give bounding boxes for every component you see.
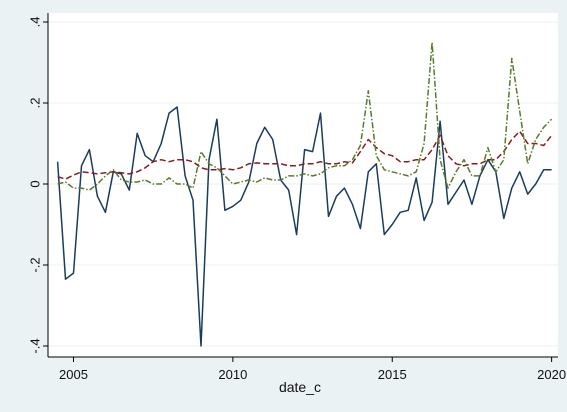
y-tick-label-0: -.4: [27, 338, 42, 353]
y-tick-label-1: -.2: [27, 257, 42, 272]
x-tick-label-0: 2005: [59, 367, 88, 382]
series-lines: [56, 41, 553, 347]
x-tick-label-2: 2015: [378, 367, 407, 382]
series-line-3: [57, 41, 553, 191]
x-tick-label-3: 2020: [537, 367, 566, 382]
tick-labels: 2005 2010 2015 2020 -.4 -.2 0 .2 .4: [27, 17, 566, 382]
y-tick-label-4: .4: [27, 17, 42, 28]
series-line-1: [56, 106, 552, 347]
y-tick-label-3: .2: [27, 98, 42, 109]
axes: [43, 13, 558, 362]
series-line-2: [57, 130, 553, 180]
x-axis-title: date_c: [279, 379, 321, 395]
x-tick-label-1: 2010: [218, 367, 247, 382]
gridlines: [48, 21, 558, 347]
y-tick-label-2: 0: [27, 180, 42, 187]
plot-area: [48, 13, 558, 357]
